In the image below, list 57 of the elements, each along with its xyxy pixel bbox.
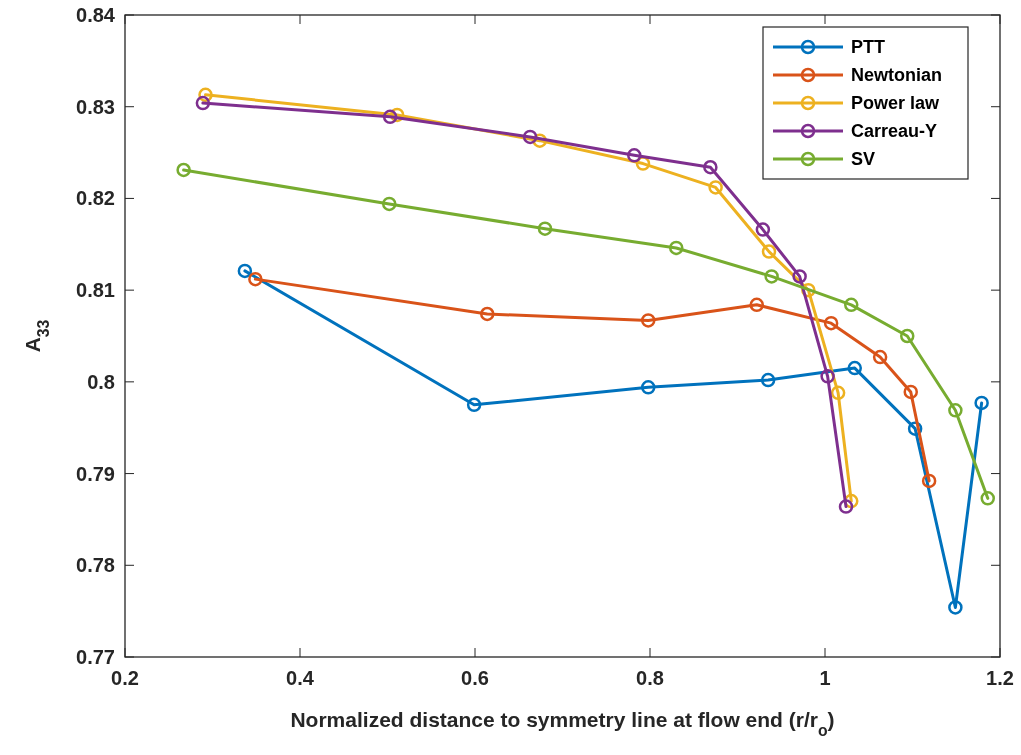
legend-label: Newtonian	[851, 65, 943, 86]
point	[466, 397, 482, 413]
point	[820, 369, 835, 384]
x-tick-label: 0.6	[461, 667, 489, 689]
y-tick-label: 0.82	[76, 187, 115, 210]
point	[844, 297, 859, 313]
point	[948, 600, 963, 615]
point	[761, 244, 777, 259]
point	[872, 349, 888, 365]
y-tick-label: 0.83	[76, 95, 115, 118]
x-tick-label: 0.8	[636, 667, 664, 689]
y-tick-label: 0.79	[76, 462, 115, 485]
point	[382, 109, 398, 125]
y-tick-label: 0.78	[76, 554, 115, 577]
point	[760, 372, 776, 388]
x-tick-label: 0.2	[111, 667, 139, 689]
point	[382, 196, 397, 212]
point	[974, 395, 989, 411]
point	[669, 240, 684, 256]
point	[195, 95, 211, 111]
point	[847, 360, 862, 376]
y-tick-label: 0.81	[76, 279, 115, 302]
point	[641, 380, 656, 395]
point	[838, 499, 854, 514]
point	[708, 180, 723, 195]
legend-label: Carreau-Y	[851, 121, 938, 142]
point	[198, 87, 213, 103]
point	[903, 384, 918, 400]
y-tick-label: 0.77	[76, 646, 115, 668]
y-tick-label: 0.84	[76, 4, 116, 26]
point	[522, 129, 538, 145]
point	[537, 221, 553, 236]
legend-label: SV	[851, 149, 876, 170]
point	[641, 313, 656, 328]
point	[792, 269, 807, 284]
point	[921, 473, 937, 489]
point	[703, 160, 718, 175]
point	[176, 162, 191, 178]
point	[749, 297, 764, 313]
point	[830, 385, 846, 401]
x-tick-label: 0.4	[286, 667, 315, 689]
point	[764, 269, 779, 284]
point	[248, 271, 263, 287]
x-tick-label: 1	[819, 667, 831, 689]
point	[948, 403, 963, 418]
point	[480, 306, 495, 322]
point	[755, 222, 771, 237]
point	[237, 263, 253, 279]
point	[900, 328, 915, 344]
x-axis-title: Normalized distance to symmetry line at flow end (r/r$_{o}$)	[290, 708, 835, 739]
point	[627, 148, 642, 163]
legend-label: Power law	[851, 93, 941, 114]
legend-label: PTT	[851, 37, 885, 58]
point	[823, 315, 839, 331]
point	[980, 491, 995, 506]
x-tick-label: 1.2	[986, 667, 1014, 689]
y-tick-label: 0.8	[87, 370, 115, 393]
